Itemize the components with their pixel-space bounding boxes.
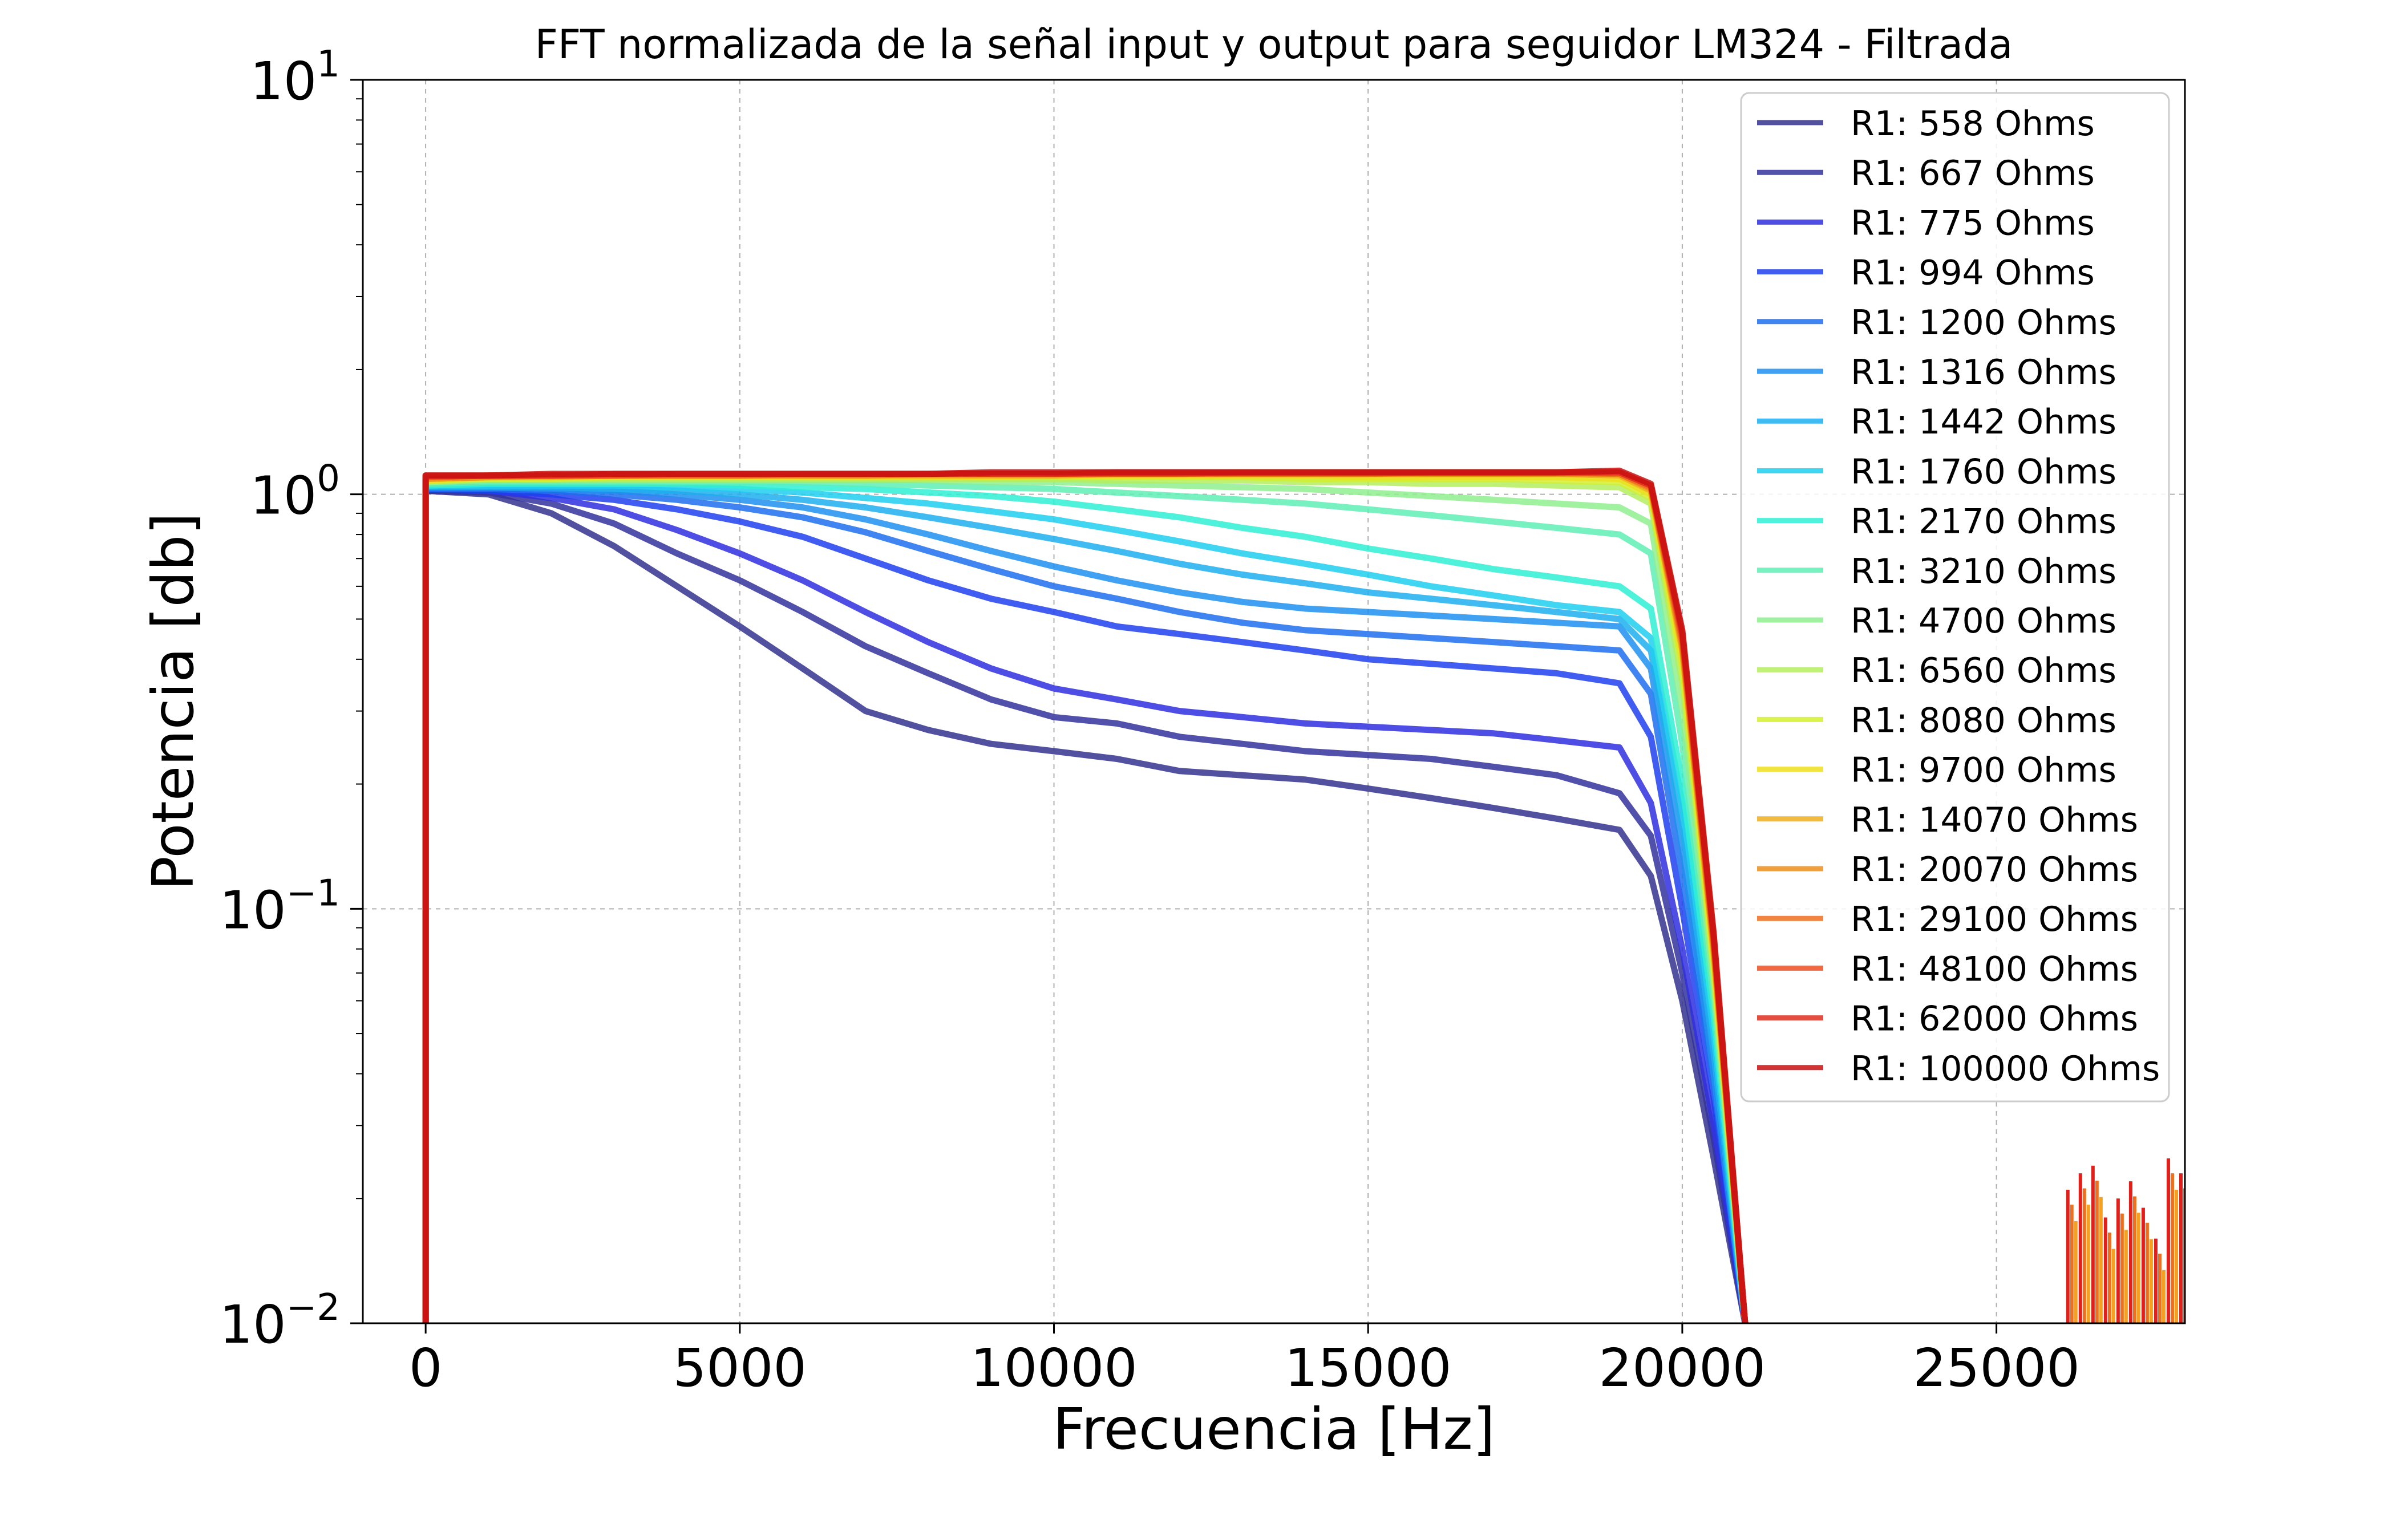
series-line xyxy=(422,487,1750,1323)
legend-label: R1: 4700 Ohms xyxy=(1851,601,2116,641)
legend: R1: 558 Ohms R1: 667 Ohms R1: 775 Ohms R1: … xyxy=(1740,92,2170,1103)
series-line xyxy=(422,467,1750,1323)
legend-label: R1: 775 Ohms xyxy=(1851,203,2095,243)
legend-label: R1: 1760 Ohms xyxy=(1851,452,2116,492)
x-tick-label: 25000 xyxy=(1913,1338,2080,1399)
legend-label: R1: 667 Ohms xyxy=(1851,153,2095,193)
legend-label: R1: 1316 Ohms xyxy=(1851,352,2116,392)
x-tick-label: 15000 xyxy=(1285,1338,1452,1399)
plot-frame xyxy=(362,79,2186,1324)
high-frequency-spikes xyxy=(2066,1158,2185,1323)
legend-label: R1: 1442 Ohms xyxy=(1851,402,2116,442)
x-tick-label: 0 xyxy=(409,1338,443,1399)
x-tick-label: 20000 xyxy=(1599,1338,1766,1399)
legend-label: R1: 2170 Ohms xyxy=(1851,502,2116,542)
x-tick-label: 5000 xyxy=(673,1338,807,1399)
legend-label: R1: 29100 Ohms xyxy=(1851,899,2138,939)
x-axis-label: Frecuencia [Hz] xyxy=(1053,1396,1495,1462)
legend-label: R1: 3210 Ohms xyxy=(1851,552,2116,591)
legend-label: R1: 558 Ohms xyxy=(1851,104,2095,144)
y-tick-label: 10−1 xyxy=(220,872,340,941)
series-line xyxy=(422,487,1750,1323)
y-tick-label: 101 xyxy=(250,43,340,112)
y-axis-label: Potencia [db] xyxy=(140,513,207,891)
legend-label: R1: 1200 Ohms xyxy=(1851,303,2116,343)
series-line xyxy=(422,484,1750,1323)
y-tick-label: 100 xyxy=(250,458,340,526)
chart-title: FFT normalizada de la señal input y outp… xyxy=(535,21,2013,68)
legend-entries: R1: 558 Ohms R1: 667 Ohms R1: 775 Ohms R1: … xyxy=(1757,104,2160,1089)
series-line xyxy=(422,484,1750,1323)
legend-label: R1: 994 Ohms xyxy=(1851,253,2095,293)
series-line xyxy=(422,485,1750,1323)
legend-label: R1: 14070 Ohms xyxy=(1851,800,2138,840)
series-line xyxy=(422,485,1750,1323)
legend-label: R1: 6560 Ohms xyxy=(1851,651,2116,691)
series-line xyxy=(422,485,1750,1323)
series-lines xyxy=(422,467,1750,1323)
legend-label: R1: 9700 Ohms xyxy=(1851,751,2116,791)
legend-label: R1: 20070 Ohms xyxy=(1851,850,2138,890)
legend-box xyxy=(1740,92,2170,1103)
legend-label: R1: 8080 Ohms xyxy=(1851,700,2116,740)
legend-label: R1: 62000 Ohms xyxy=(1851,999,2138,1039)
y-tick-label: 10−2 xyxy=(220,1287,340,1355)
legend-label: R1: 100000 Ohms xyxy=(1851,1049,2160,1089)
x-tick-label: 10000 xyxy=(970,1338,1138,1399)
legend-label: R1: 48100 Ohms xyxy=(1851,949,2138,989)
